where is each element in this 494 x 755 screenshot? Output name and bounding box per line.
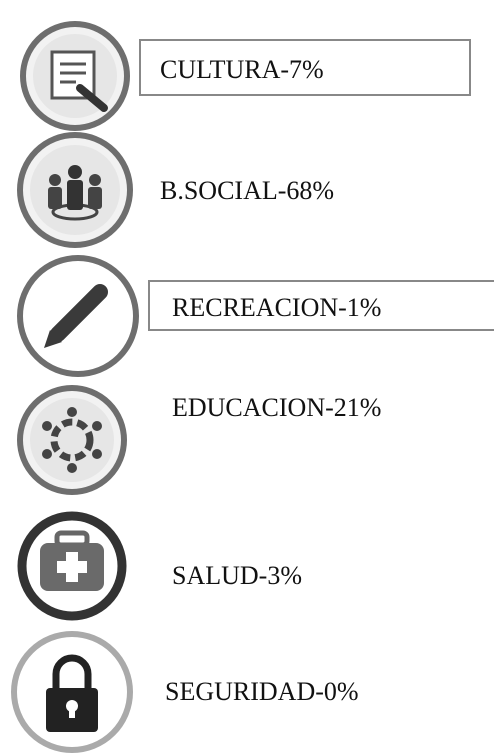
item-label: SALUD-3% (172, 561, 302, 590)
icon-salud (17, 511, 127, 621)
icon-bsocial (17, 132, 133, 248)
icon-recreacion (17, 255, 139, 377)
label-frame (139, 39, 471, 96)
icon-educacion (17, 385, 127, 495)
item-label: CULTURA-7% (160, 55, 324, 84)
item-label: B.SOCIAL-68% (160, 176, 334, 205)
icon-cultura (20, 21, 130, 131)
item-label: SEGURIDAD-0% (165, 677, 359, 706)
item-label: RECREACION-1% (172, 293, 381, 322)
icon-seguridad (11, 631, 133, 753)
label-frame (148, 280, 494, 331)
item-label: EDUCACION-21% (172, 393, 381, 422)
